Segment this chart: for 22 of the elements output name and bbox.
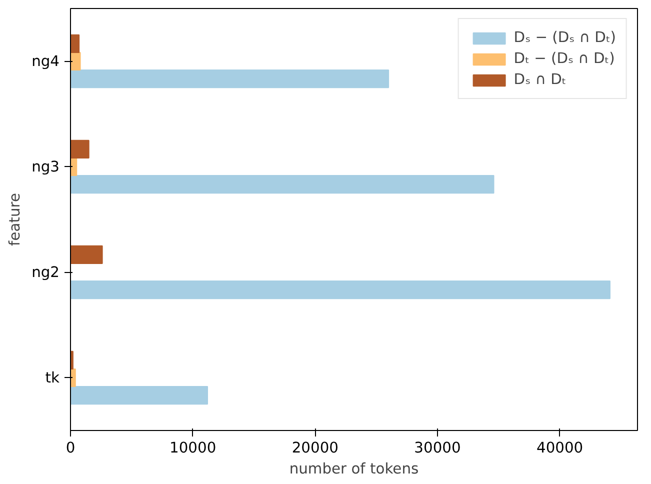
bar [70,34,80,53]
bar [70,245,103,264]
y-axis-title: feature [6,193,24,246]
legend-label: Dₛ − (Dₛ ∩ Dₜ) [514,29,616,46]
x-axis-title: number of tokens [289,460,419,478]
x-tick-label: 0 [66,440,76,456]
legend-label: Dₛ ∩ Dₜ [514,71,566,88]
bar [70,175,494,194]
x-tick-label: 10000 [170,440,216,456]
bar [70,280,610,300]
y-tick-label: ng2 [32,264,60,281]
x-tick-label: 30000 [414,440,461,456]
y-tick-label: ng4 [32,52,60,70]
legend-label: Dₜ − (Dₛ ∩ Dₜ) [514,50,615,67]
bar [70,70,390,88]
bar [70,386,208,405]
y-tick-label: ng3 [32,158,60,176]
bar [70,52,81,71]
y-tick-label: tk [45,369,60,386]
x-tick-label: 20000 [292,440,338,456]
x-tick-label: 40000 [536,440,584,456]
bar [70,140,90,158]
